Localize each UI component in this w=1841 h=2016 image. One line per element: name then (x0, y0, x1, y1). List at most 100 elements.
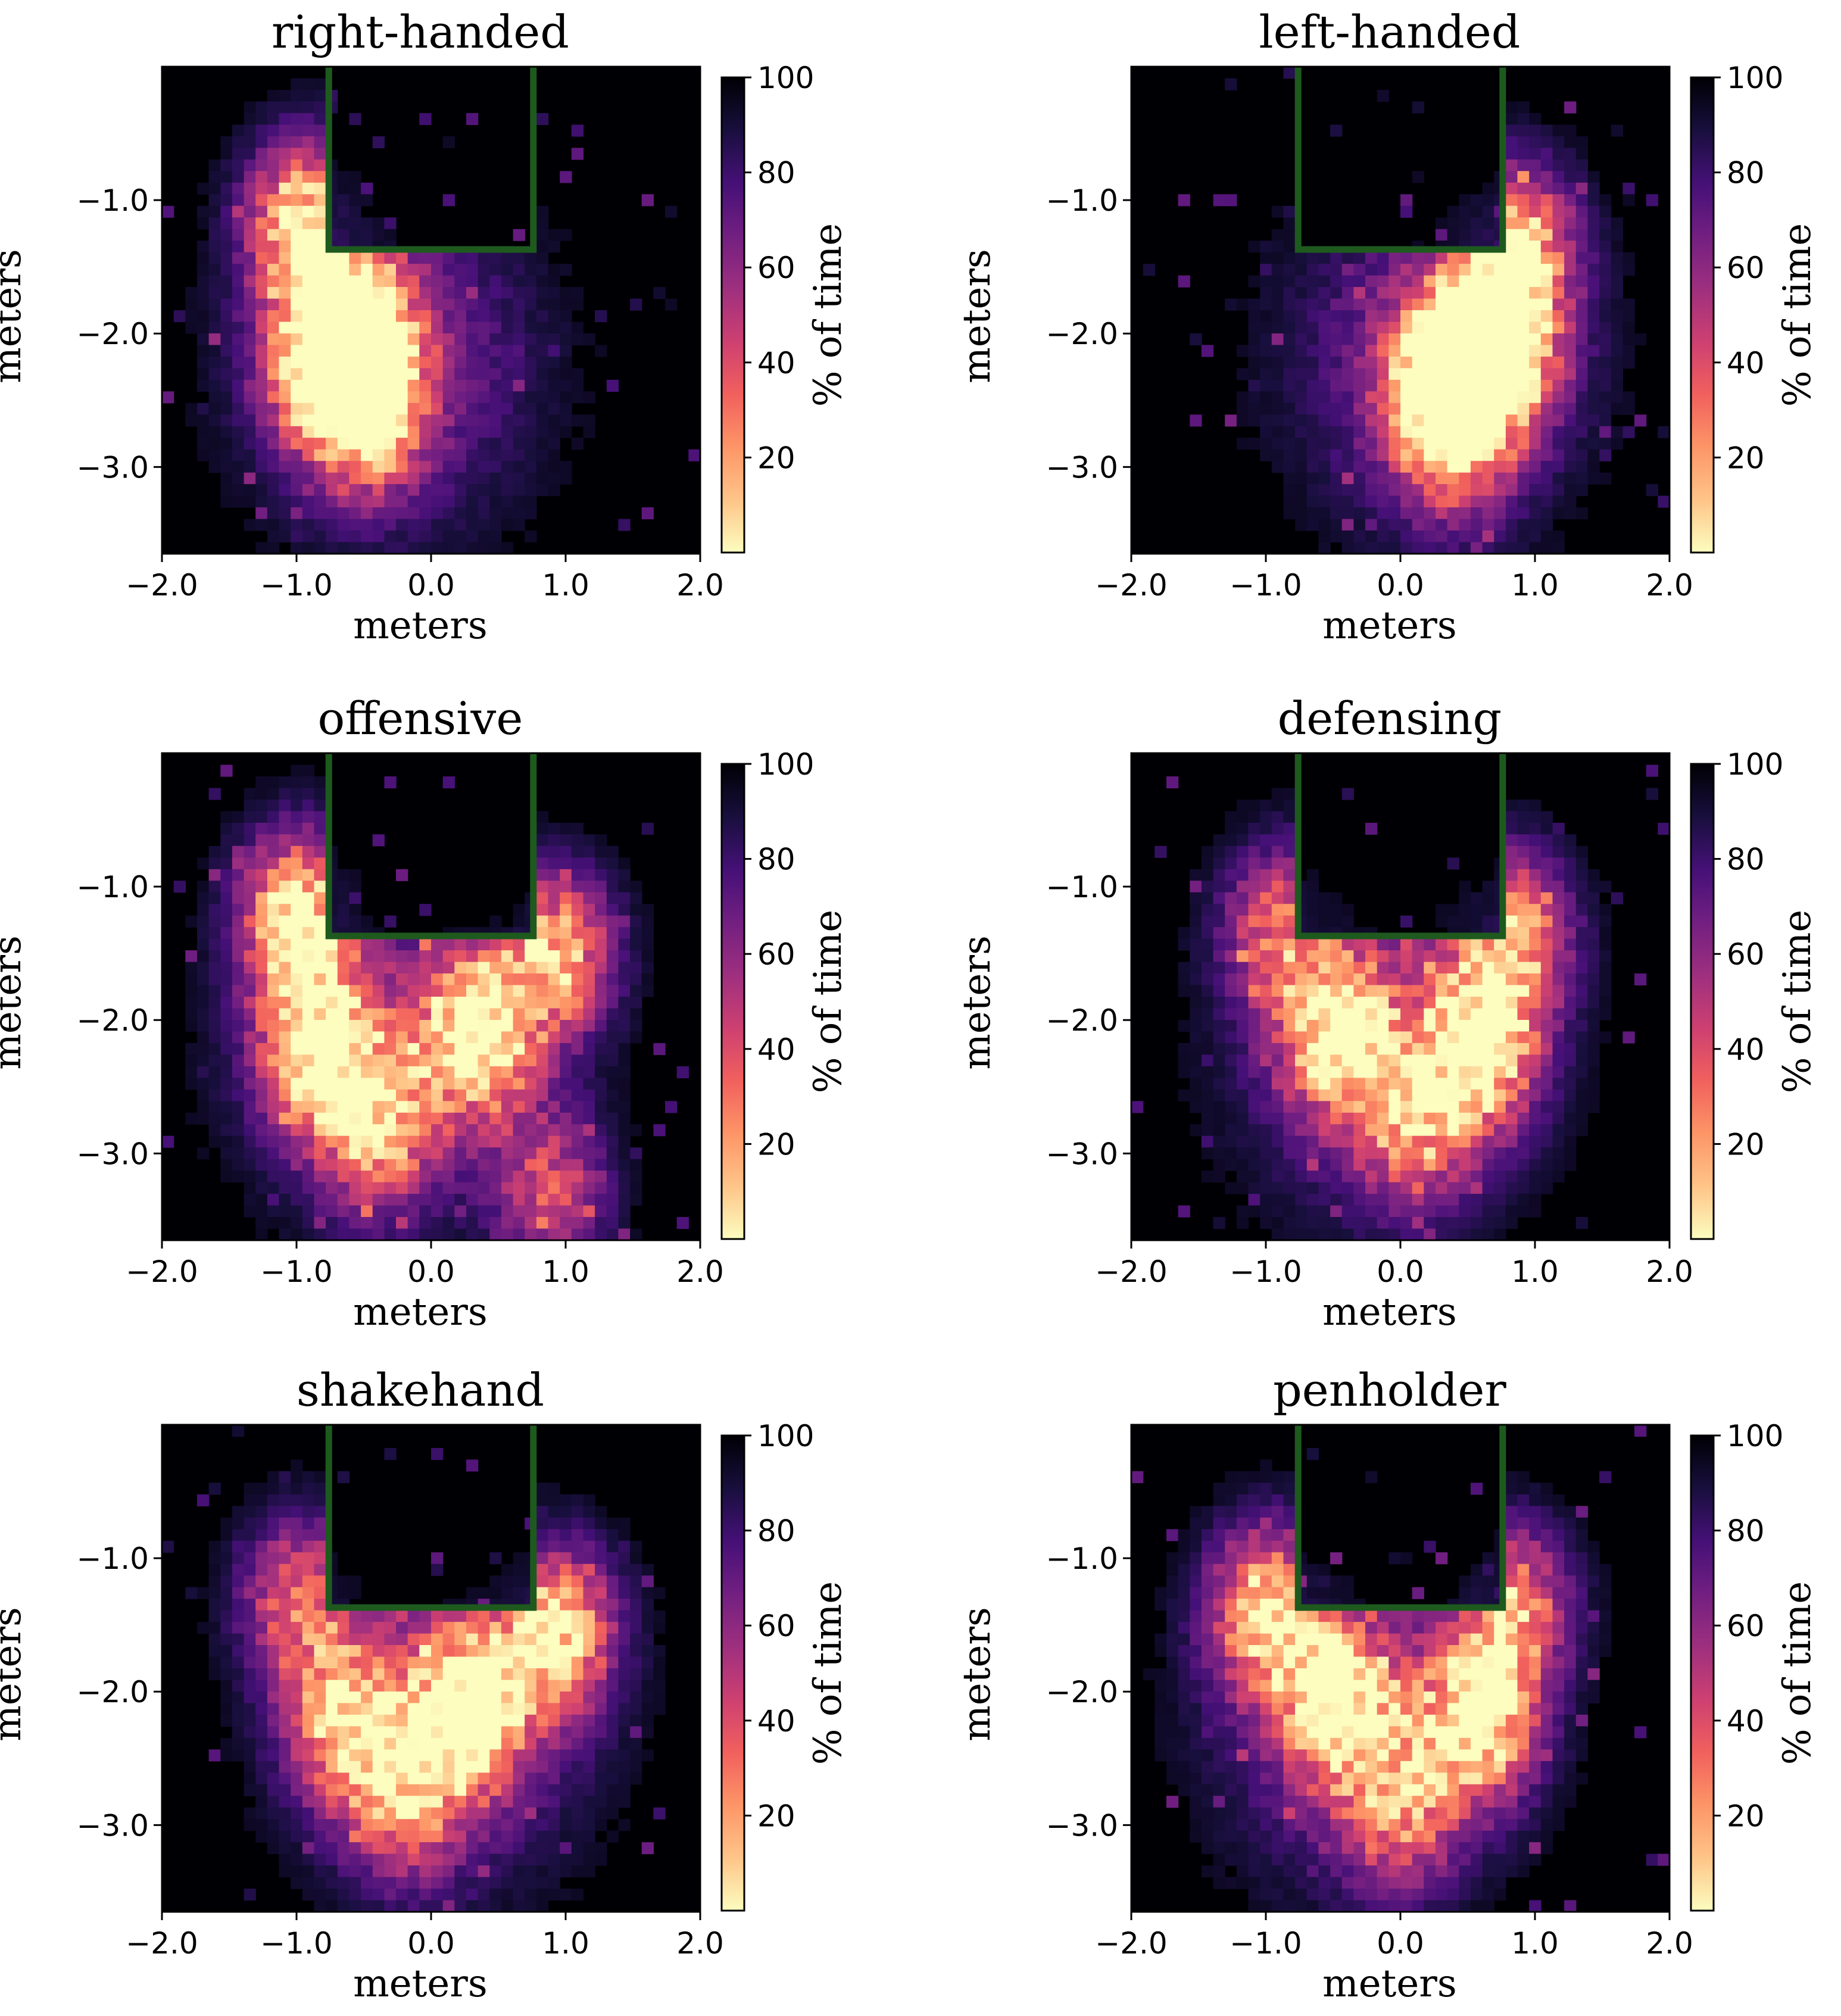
heatmap-cell (1459, 1217, 1471, 1229)
heatmap-cell (337, 1784, 350, 1796)
heatmap-cell (431, 1680, 444, 1692)
heatmap-cell (1575, 915, 1589, 928)
heatmap-cell (419, 1622, 432, 1634)
heatmap-cell (255, 519, 268, 531)
heatmap-cell (291, 1680, 303, 1692)
heatmap-cell (1330, 495, 1343, 508)
heatmap-cell (525, 1182, 537, 1194)
heatmap-cell (1260, 1205, 1272, 1218)
heatmap-cell (326, 1807, 338, 1820)
heatmap-cell (489, 1159, 502, 1171)
heatmap-cell (291, 927, 303, 940)
heatmap-cell (1341, 1078, 1354, 1090)
heatmap-cell (1575, 1066, 1589, 1078)
heatmap-cell (571, 997, 584, 1009)
heatmap-cell (372, 1043, 385, 1055)
heatmap-cell (1412, 101, 1424, 114)
heatmap-cell (1271, 1205, 1284, 1218)
heatmap-cell (337, 1749, 350, 1762)
heatmap-cell (337, 1610, 350, 1622)
heatmap-cell (279, 1147, 291, 1160)
heatmap-cell (407, 472, 420, 485)
heatmap-cell (407, 461, 420, 473)
heatmap-cell (595, 1089, 607, 1101)
heatmap-cell (1400, 484, 1413, 497)
heatmap-cell (1552, 1124, 1565, 1137)
heatmap-cell (1611, 252, 1623, 264)
heatmap-cell (1517, 368, 1530, 380)
heatmap-cell (1201, 927, 1214, 940)
heatmap-cell (1330, 938, 1343, 951)
heatmap-cell (466, 530, 479, 543)
heatmap-cell (302, 519, 315, 531)
heatmap-cell (501, 275, 514, 288)
heatmap-cell (1505, 1217, 1518, 1229)
heatmap-cell (478, 1054, 490, 1067)
heatmap-cell (1271, 241, 1284, 253)
heatmap-cell (1611, 275, 1623, 288)
heatmap-cell (361, 530, 373, 543)
heatmap-cell (431, 938, 444, 951)
heatmap-cell (1295, 275, 1308, 288)
heatmap-cell (326, 322, 338, 334)
colorbar-tick-label: 20 (1727, 1127, 1765, 1162)
heatmap-cell (208, 391, 221, 404)
heatmap-cell (255, 379, 268, 392)
heatmap-cell (267, 1807, 280, 1820)
heatmap-cell (501, 1159, 514, 1171)
heatmap-cell (1447, 1020, 1459, 1032)
heatmap-cell (1201, 869, 1214, 881)
heatmap-cell (291, 1610, 303, 1622)
heatmap-cell (220, 811, 233, 823)
heatmap-cell (1283, 484, 1296, 497)
heatmap-cell (396, 368, 408, 380)
heatmap-cell (1213, 915, 1225, 928)
heatmap-cell (1517, 1205, 1530, 1218)
colorbar-label: % of time (806, 223, 850, 407)
heatmap-cell (372, 1703, 385, 1715)
heatmap-cell (255, 542, 268, 554)
heatmap-cell (1412, 264, 1424, 276)
heatmap-cell (1400, 1159, 1413, 1171)
heatmap-cell (407, 1761, 420, 1773)
heatmap-cell (489, 1008, 502, 1021)
heatmap-cell (220, 379, 233, 392)
heatmap-cell (1564, 229, 1577, 241)
heatmap-cell (302, 1796, 315, 1808)
heatmap-cell (1260, 799, 1272, 812)
heatmap-cell (361, 229, 373, 241)
heatmap-cell (1436, 1228, 1448, 1241)
heatmap-cell (489, 962, 502, 974)
heatmap-cell (1587, 449, 1600, 461)
heatmap-cell (197, 1054, 210, 1067)
heatmap-cell (1587, 869, 1600, 881)
heatmap-cell (419, 1877, 432, 1889)
heatmap-cell (442, 997, 455, 1009)
heatmap-cell (1646, 788, 1658, 800)
heatmap-cell (1436, 1135, 1448, 1148)
heatmap-cell (525, 472, 537, 485)
heatmap-cell (1388, 1159, 1401, 1171)
heatmap-cell (595, 1124, 607, 1137)
heatmap-cell (220, 973, 233, 986)
heatmap-cell (255, 449, 268, 461)
heatmap-cell (1482, 1078, 1494, 1090)
heatmap-cell (1505, 997, 1518, 1009)
heatmap-cell (384, 322, 397, 334)
heatmap-cell (1552, 159, 1565, 171)
heatmap-cell (1295, 507, 1308, 520)
heatmap-cell (162, 1135, 174, 1148)
heatmap-cell (1552, 402, 1565, 415)
heatmap-cell (571, 973, 584, 986)
heatmap-cell (1482, 287, 1494, 299)
heatmap-cell (478, 391, 490, 404)
heatmap-cell (1400, 1054, 1413, 1067)
heatmap-cell (1459, 205, 1471, 218)
heatmap-cell (1564, 973, 1577, 986)
heatmap-cell (1540, 229, 1553, 241)
heatmap-cell (478, 507, 490, 520)
heatmap-cell (618, 519, 631, 531)
heatmap-cell (337, 869, 350, 881)
heatmap-cell (244, 1205, 256, 1218)
heatmap-cell (1505, 811, 1518, 823)
